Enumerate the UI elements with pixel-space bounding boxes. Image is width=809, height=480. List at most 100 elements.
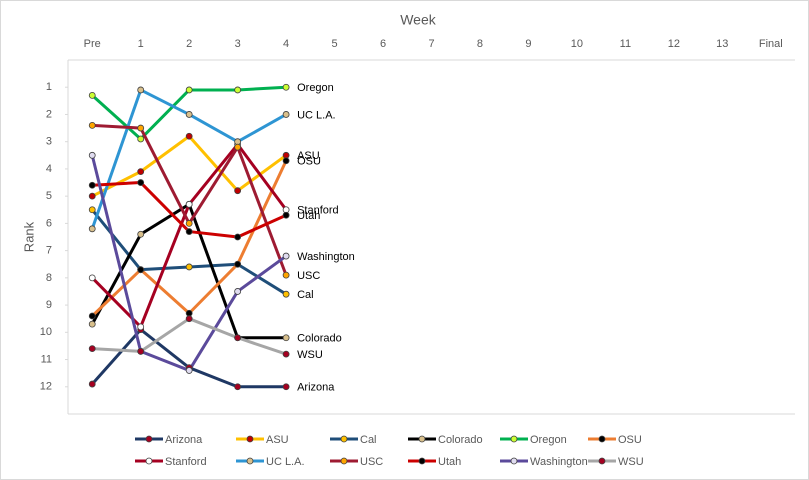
point (137, 168, 145, 176)
y-tick-label: 1 (46, 81, 52, 93)
y-axis-title: Rank (21, 221, 36, 252)
y-tick-label: 11 (41, 353, 52, 365)
point (234, 288, 242, 295)
x-tick-label: 10 (571, 38, 583, 50)
legend-label: Stanford (165, 456, 207, 468)
point (137, 124, 145, 132)
x-tick-label: Pre (84, 38, 101, 50)
point (282, 271, 290, 279)
point (88, 312, 96, 320)
point (185, 219, 193, 227)
end-label: Stanford (297, 205, 339, 217)
end-label: OSU (297, 156, 321, 168)
point (88, 225, 96, 233)
y-tick-label: 2 (46, 108, 52, 120)
x-tick-label: 4 (283, 38, 289, 50)
point (137, 179, 145, 186)
point (88, 181, 96, 189)
legend-label: Arizona (165, 434, 203, 446)
x-tick-label: 3 (235, 38, 241, 50)
x-tick-label: 2 (186, 38, 192, 50)
legend-marker (246, 457, 254, 465)
point (282, 334, 290, 342)
y-tick-label: 10 (40, 326, 52, 338)
legend-marker (510, 457, 518, 465)
point (88, 121, 96, 129)
legend-label: Cal (360, 434, 377, 446)
point (185, 200, 193, 208)
x-tick-label: 6 (380, 38, 386, 50)
legend-label: Washington (530, 456, 588, 468)
point (137, 230, 145, 238)
point (234, 260, 242, 268)
point (282, 252, 290, 260)
y-tick-label: 7 (46, 245, 52, 257)
point (88, 274, 96, 282)
point (88, 320, 96, 328)
y-tick-label: 3 (46, 136, 52, 148)
legend-marker (598, 457, 606, 465)
end-label: WSU (297, 349, 323, 361)
point (282, 111, 290, 118)
x-tick-label: 9 (525, 38, 531, 50)
y-tick-label: 5 (46, 190, 52, 202)
point (282, 383, 290, 391)
point (88, 206, 96, 214)
legend-marker (246, 435, 254, 443)
legend-marker (510, 435, 518, 443)
point (282, 350, 290, 358)
end-label: UC L.A. (297, 109, 336, 121)
legend-label: UC L.A. (266, 456, 305, 468)
y-tick-label: 12 (40, 381, 52, 393)
end-label: Colorado (297, 333, 342, 345)
legend-marker (598, 435, 606, 443)
x-tick-label: 1 (138, 38, 144, 50)
x-tick-label: 5 (332, 38, 338, 50)
point (234, 143, 242, 151)
point (137, 135, 145, 143)
x-tick-label: Final (759, 38, 783, 50)
point (185, 132, 193, 140)
point (88, 345, 96, 353)
x-axis-title: Week (400, 12, 437, 28)
y-tick-label: 9 (46, 299, 52, 311)
point (234, 86, 242, 94)
x-tick-label: 12 (668, 38, 680, 50)
end-label: Oregon (297, 82, 334, 94)
point (234, 334, 242, 342)
point (137, 347, 145, 355)
x-tick-label: 7 (428, 38, 434, 50)
point (282, 290, 290, 298)
legend-label: WSU (618, 456, 644, 468)
legend-marker (418, 435, 426, 443)
point (137, 266, 145, 274)
point (282, 211, 290, 219)
point (137, 86, 145, 94)
point (185, 228, 193, 235)
legend-label: Colorado (438, 434, 483, 446)
point (282, 83, 290, 91)
point (234, 187, 242, 195)
point (185, 263, 193, 271)
legend-label: USC (360, 456, 383, 468)
point (185, 315, 193, 323)
x-tick-label: 11 (620, 38, 631, 50)
y-tick-label: 4 (46, 163, 52, 175)
legend-marker (145, 435, 153, 443)
x-tick-label: 8 (477, 38, 483, 50)
legend-marker (340, 457, 348, 465)
x-tick-label: 13 (716, 38, 728, 50)
legend-label: Utah (438, 456, 461, 468)
point (88, 151, 96, 159)
end-label: ASU (297, 150, 320, 162)
legend-label: ASU (266, 434, 289, 446)
point (185, 111, 193, 118)
legend-marker (145, 457, 153, 465)
legend-marker (340, 435, 348, 443)
end-label: USC (297, 270, 320, 282)
y-tick-label: 8 (46, 272, 52, 284)
point (234, 233, 242, 241)
legend-label: Oregon (530, 434, 567, 446)
